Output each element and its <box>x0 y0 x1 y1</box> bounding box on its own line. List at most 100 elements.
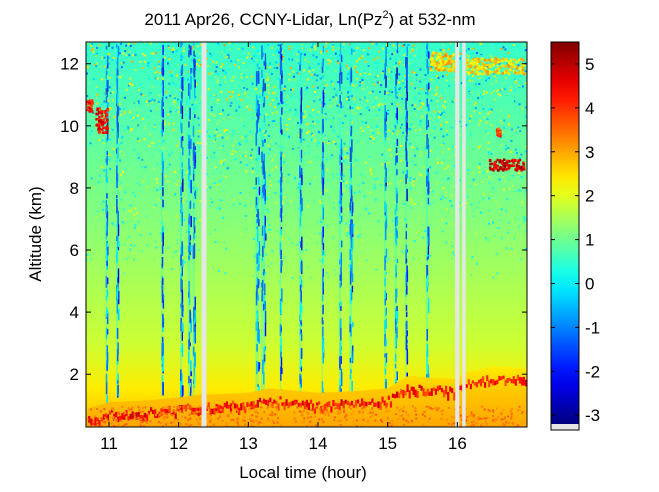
noise-pixel <box>190 195 193 198</box>
noise-pixel <box>250 207 253 210</box>
noise-pixel <box>442 43 445 46</box>
noise-pixel <box>478 171 481 174</box>
noise-pixel <box>393 52 396 55</box>
noise-pixel <box>178 83 181 86</box>
colorbar-gap-swatch <box>551 424 579 430</box>
streak-pixel <box>257 211 260 223</box>
noise-pixel <box>518 103 521 106</box>
noise-pixel <box>351 124 354 127</box>
streak-pixel <box>161 172 164 186</box>
noise-pixel <box>452 185 455 188</box>
streak-pixel <box>190 138 192 149</box>
boundary-layer-top-pixel <box>424 391 427 397</box>
noise-pixel <box>355 84 358 87</box>
noise-pixel <box>130 116 133 119</box>
cloud-pixel <box>97 118 100 121</box>
noise-pixel <box>436 181 439 184</box>
noise-pixel <box>517 218 520 221</box>
noise-pixel <box>453 99 456 102</box>
noise-pixel <box>381 72 384 75</box>
aerosol-pixel <box>114 425 117 427</box>
streak-pixel <box>427 172 430 183</box>
noise-pixel <box>172 119 175 122</box>
noise-pixel <box>222 145 225 148</box>
noise-pixel <box>97 165 100 168</box>
boundary-layer-top-pixel <box>94 416 97 426</box>
noise-pixel <box>488 77 490 79</box>
noise-pixel <box>388 70 391 73</box>
noise-pixel <box>211 136 214 139</box>
noise-pixel <box>327 46 330 49</box>
noise-pixel <box>251 167 254 170</box>
noise-pixel <box>230 55 233 58</box>
noise-pixel <box>165 229 167 232</box>
heatmap-area <box>86 42 527 427</box>
aerosol-pixel <box>197 422 200 425</box>
aerosol-pixel <box>493 420 496 422</box>
noise-pixel <box>342 160 345 163</box>
noise-pixel <box>153 168 156 171</box>
noise-pixel <box>302 138 305 141</box>
noise-pixel <box>317 62 320 65</box>
noise-pixel <box>366 106 369 109</box>
streak-pixel <box>117 310 120 320</box>
boundary-layer-top-pixel <box>449 386 452 392</box>
noise-pixel <box>151 142 154 144</box>
noise-pixel <box>361 130 364 132</box>
noise-pixel <box>106 76 109 79</box>
noise-pixel <box>165 86 168 89</box>
noise-pixel <box>270 262 273 265</box>
noise-pixel <box>180 149 183 152</box>
noise-pixel <box>374 77 376 80</box>
aerosol-pixel <box>275 406 278 409</box>
noise-pixel <box>289 73 292 76</box>
noise-pixel <box>508 90 511 93</box>
noise-pixel <box>233 198 236 201</box>
noise-pixel <box>490 92 493 95</box>
noise-pixel <box>319 218 322 221</box>
noise-pixel <box>165 113 168 116</box>
aerosol-pixel <box>142 410 145 413</box>
streak-pixel <box>106 359 108 364</box>
streak-pixel <box>257 327 259 342</box>
noise-pixel <box>269 66 272 69</box>
boundary-layer-top-pixel <box>279 396 282 400</box>
noise-pixel <box>483 274 485 277</box>
cloud-pixel <box>506 63 510 67</box>
noise-pixel <box>243 125 246 127</box>
noise-pixel <box>510 150 513 153</box>
noise-pixel <box>525 82 527 85</box>
noise-pixel <box>414 165 417 168</box>
data-gap <box>201 42 207 427</box>
streak-pixel <box>116 106 119 117</box>
noise-pixel <box>402 176 405 179</box>
noise-pixel <box>411 48 414 51</box>
boundary-layer-top-pixel <box>510 379 513 384</box>
noise-pixel <box>440 123 442 126</box>
boundary-layer-top-pixel <box>426 388 429 396</box>
noise-pixel <box>219 113 222 115</box>
streak-pixel <box>351 201 354 213</box>
noise-pixel <box>261 139 263 142</box>
streak-pixel <box>162 109 164 118</box>
streak-pixel <box>340 71 343 84</box>
noise-pixel <box>143 60 146 63</box>
cloud-pixel <box>488 63 491 67</box>
noise-pixel <box>403 90 406 93</box>
noise-pixel <box>377 95 380 98</box>
aerosol-pixel <box>198 410 201 413</box>
noise-pixel <box>288 78 291 81</box>
cloud-pixel <box>95 124 98 127</box>
noise-pixel <box>121 91 123 94</box>
noise-pixel <box>516 152 518 154</box>
streak-pixel <box>106 105 109 120</box>
boundary-layer-top-pixel <box>174 412 177 420</box>
cloud-pixel <box>484 66 487 70</box>
noise-pixel <box>301 250 304 252</box>
noise-pixel <box>331 228 334 230</box>
noise-pixel <box>265 79 267 81</box>
noise-pixel <box>268 224 271 227</box>
aerosol-pixel <box>182 406 185 409</box>
noise-pixel <box>228 116 231 119</box>
aerosol-pixel <box>215 406 218 409</box>
